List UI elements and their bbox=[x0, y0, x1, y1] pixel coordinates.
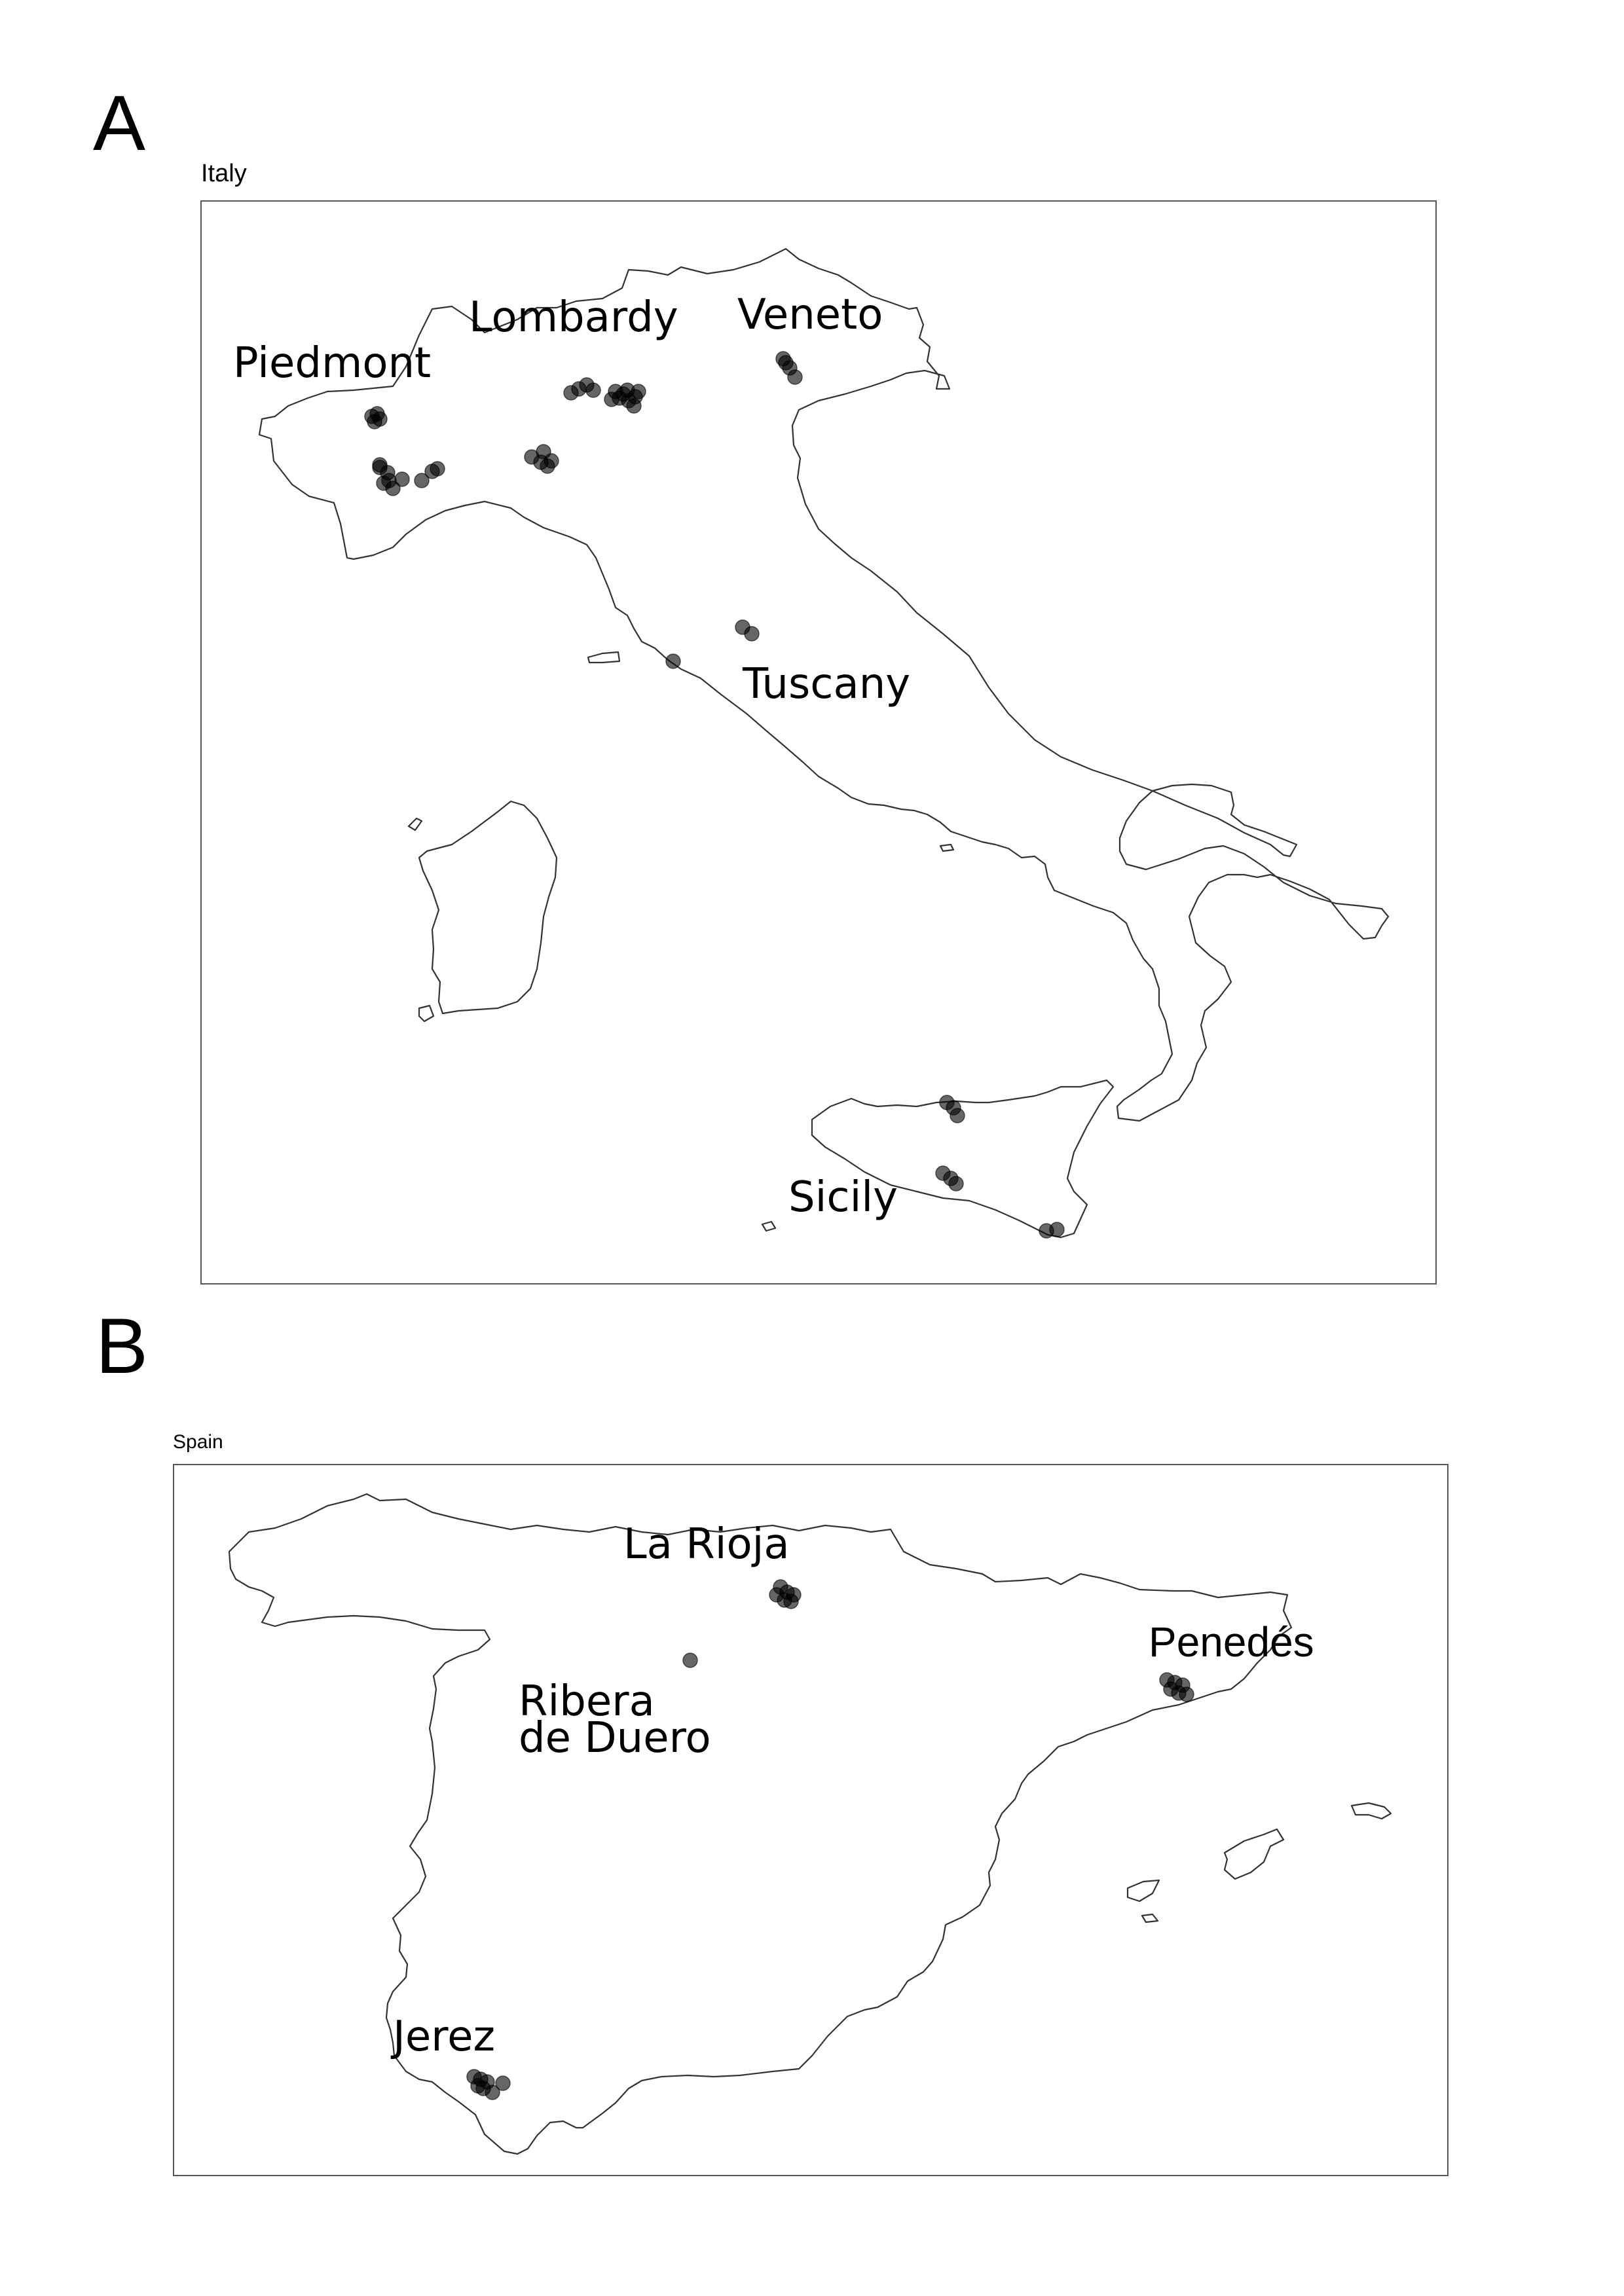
menorca-coastline bbox=[1350, 1802, 1392, 1820]
mallorca-coastline bbox=[1223, 1828, 1285, 1880]
spain-sampling-sites bbox=[466, 1579, 1194, 2100]
italy-site-marker bbox=[948, 1176, 964, 1192]
italy-mainland-coastline bbox=[258, 247, 1390, 1122]
italy-site-marker bbox=[787, 369, 803, 385]
spain-site-marker bbox=[470, 2078, 486, 2094]
italy-site-marker bbox=[744, 626, 760, 642]
spain-site-marker bbox=[682, 1652, 698, 1668]
spain-site-marker bbox=[1163, 1681, 1179, 1697]
region-label-la-rioja: La Rioja bbox=[623, 1520, 790, 1569]
region-label-penedes: Penedés bbox=[1149, 1618, 1314, 1666]
panel-a-letter: A bbox=[93, 79, 146, 167]
spain-site-marker bbox=[1179, 1686, 1194, 1702]
sicily-islet bbox=[761, 1220, 777, 1232]
italy-site-marker bbox=[604, 392, 619, 407]
corsica-fragment bbox=[407, 817, 423, 831]
italy-site-marker bbox=[367, 414, 382, 429]
ibiza-coastline bbox=[1126, 1879, 1160, 1903]
italy-site-marker bbox=[950, 1108, 965, 1123]
spain-map-frame bbox=[173, 1464, 1449, 2176]
italy-site-marker bbox=[430, 461, 445, 477]
italy-site-marker bbox=[1049, 1222, 1065, 1237]
elba-island bbox=[587, 651, 621, 664]
italy-site-marker bbox=[381, 473, 397, 488]
italy-sampling-sites bbox=[364, 351, 1065, 1239]
region-label-piedmont: Piedmont bbox=[233, 339, 431, 388]
sardinia-islet bbox=[418, 1004, 435, 1023]
sicily-coastline bbox=[811, 1079, 1115, 1239]
tyrrhenian-islet bbox=[939, 843, 955, 852]
iberia-coastline bbox=[228, 1493, 1293, 2155]
italy-site-marker bbox=[585, 382, 601, 398]
region-label-jerez: Jerez bbox=[390, 2013, 495, 2061]
region-label-de-duero: de Duero bbox=[519, 1714, 711, 1762]
spain-site-marker bbox=[783, 1594, 799, 1609]
region-label-veneto: Veneto bbox=[737, 291, 883, 339]
italy-site-marker bbox=[626, 398, 642, 414]
italy-site-marker bbox=[665, 653, 681, 669]
spain-site-marker bbox=[485, 2085, 500, 2100]
region-label-tuscany: Tuscany bbox=[742, 660, 910, 708]
italy-site-marker bbox=[414, 473, 430, 488]
region-label-sicily: Sicily bbox=[788, 1173, 898, 1222]
sardinia-coastline bbox=[418, 800, 558, 1015]
italy-map-title: Italy bbox=[201, 160, 247, 187]
italy-map-frame bbox=[200, 200, 1437, 1285]
spain-site-marker bbox=[495, 2075, 511, 2091]
italy-site-marker bbox=[544, 453, 559, 469]
italy-site-marker bbox=[631, 384, 646, 399]
formentera-coastline bbox=[1141, 1913, 1159, 1923]
spain-site-marker bbox=[769, 1587, 784, 1603]
italy-site-marker bbox=[775, 351, 791, 367]
panel-b-letter: B bbox=[96, 1302, 149, 1390]
region-label-ribera: Ribera bbox=[519, 1677, 655, 1726]
spain-map-title: Spain bbox=[173, 1431, 223, 1453]
italy-site-marker bbox=[372, 457, 388, 473]
region-label-lombardy: Lombardy bbox=[469, 293, 678, 342]
